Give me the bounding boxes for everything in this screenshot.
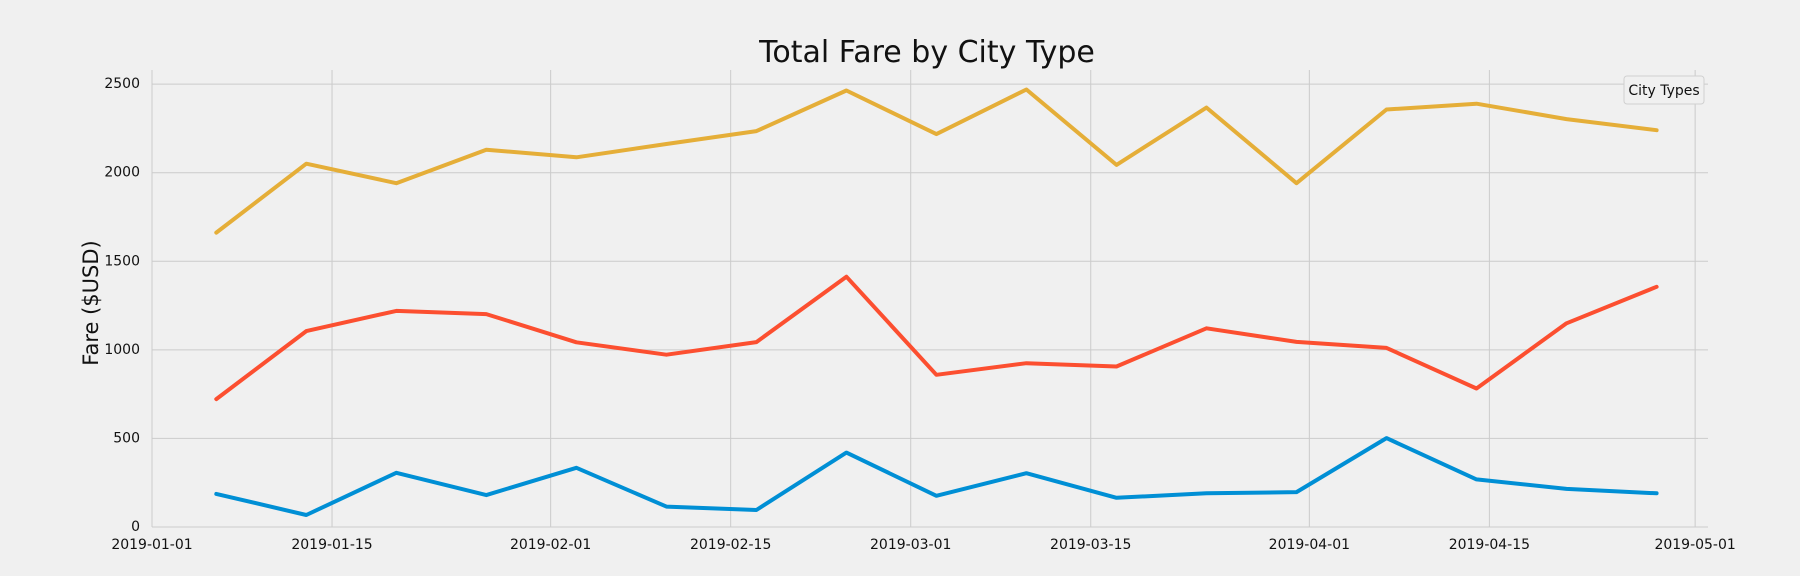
y-axis-label: Fare ($USD): [79, 240, 103, 365]
series-line-2: [214, 87, 1659, 235]
y-tick-label: 1000: [104, 342, 140, 358]
y-tick-label: 500: [113, 430, 140, 446]
series-lines: [214, 87, 1659, 517]
x-tick-label: 2019-02-01: [510, 537, 591, 553]
tick-labels: 0 500 1000 1500 2000 2500 2019-01-01 2019-01-15…: [104, 76, 1735, 553]
x-tick-label: 2019-04-01: [1269, 537, 1350, 553]
y-tick-label: 0: [131, 519, 140, 535]
series-line-1: [214, 274, 1659, 402]
x-tick-label: 2019-04-15: [1449, 537, 1530, 553]
series-line-0: [214, 436, 1659, 517]
legend-title: City Types: [1628, 83, 1699, 99]
y-tick-label: 2000: [104, 165, 140, 181]
legend: City Types: [1623, 75, 1705, 105]
legend-box: [1623, 75, 1705, 105]
x-tick-label: 2019-03-15: [1050, 537, 1131, 553]
y-tick-label: 2500: [104, 76, 140, 92]
grid-lines: [151, 70, 1708, 528]
x-tick-label: 2019-01-01: [111, 537, 192, 553]
y-tick-label: 1500: [104, 253, 140, 269]
x-tick-label: 2019-02-15: [690, 537, 771, 553]
x-tick-label: 2019-05-01: [1654, 537, 1735, 553]
chart-title: Total Fare by City Type: [758, 35, 1095, 70]
x-tick-label: 2019-03-01: [870, 537, 951, 553]
x-tick-label: 2019-01-15: [291, 537, 372, 553]
